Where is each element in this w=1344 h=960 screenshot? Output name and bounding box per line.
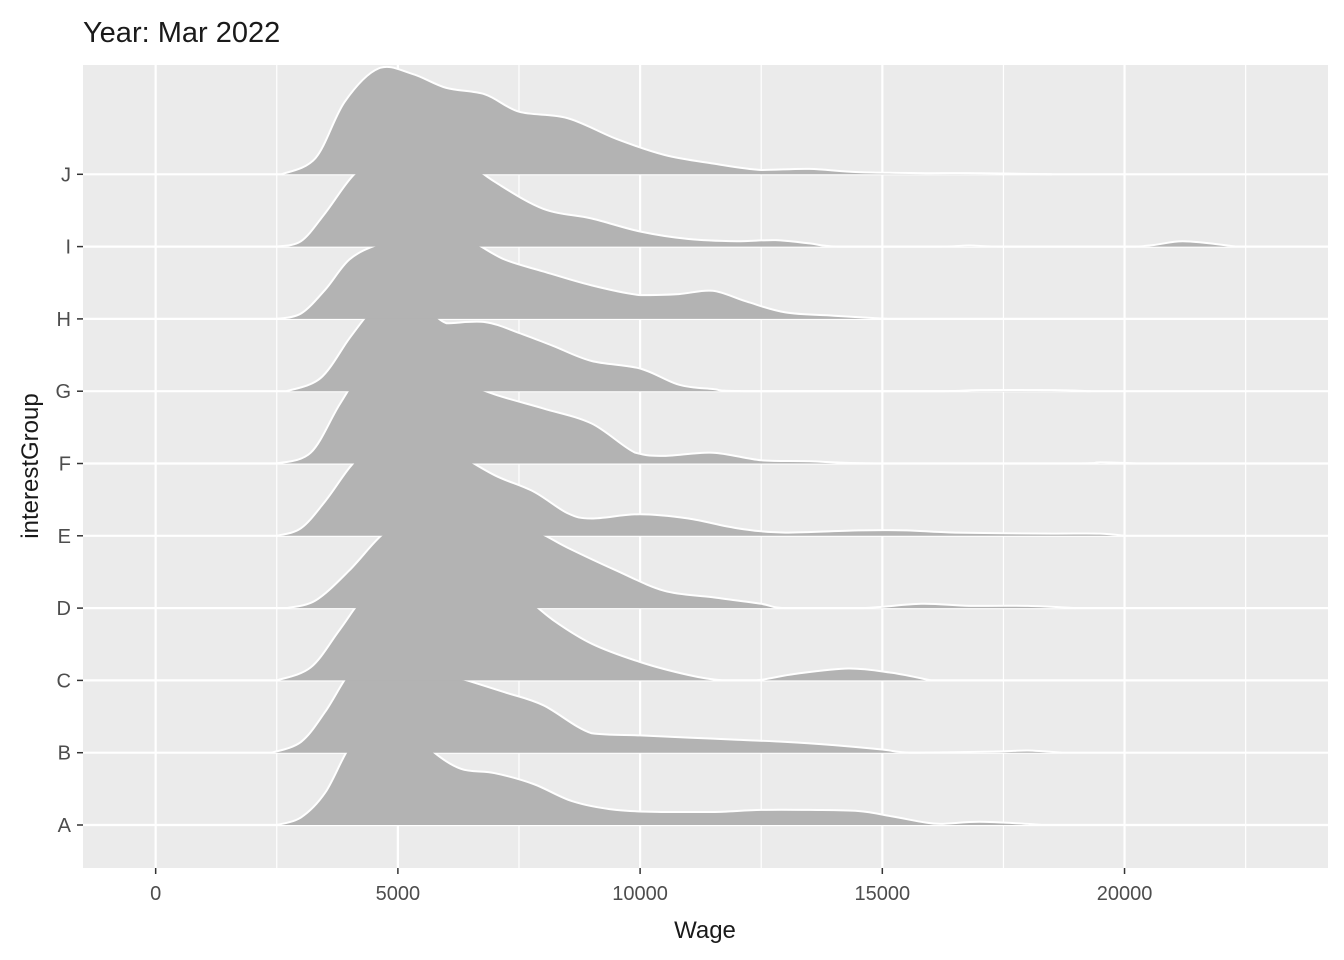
y-tick-label-B: B [58,743,71,765]
ridge-fill-I [276,144,1236,247]
chart-title: Year: Mar 2022 [83,17,280,49]
ridge-outline-H [276,233,888,320]
x-tick-label-1: 5000 [376,883,421,905]
ridge-fill-D [286,518,1077,609]
y-tick-label-I: I [65,237,71,259]
ridge-fill-G [286,293,1091,392]
ridge-fill-F [276,356,1140,464]
y-tick-label-G: G [55,381,71,403]
ridge-fill-A [276,716,1043,825]
plot-panel [83,65,1328,868]
y-tick-label-F: F [59,454,71,476]
x-tick-label-3: 15000 [855,883,911,905]
y-tick-label-J: J [61,164,71,186]
ridges [271,65,1237,826]
y-axis-title: interestGroup [17,393,44,538]
x-tick-label-0: 0 [150,883,161,905]
x-axis: 0 5000 10000 15000 20000 [150,868,1152,905]
x-tick-label-2: 10000 [612,883,668,905]
y-axis: A B C D E F G H I J [55,164,83,837]
x-axis-title: Wage [674,917,736,944]
y-tick-label-C: C [57,670,71,692]
ridge-outline-J [281,65,1052,176]
x-tick-label-4: 20000 [1097,883,1153,905]
y-tick-label-A: A [58,815,72,837]
ridge-fill-J [281,66,1052,175]
y-tick-label-E: E [58,526,71,548]
y-tick-label-H: H [57,309,71,331]
y-tick-label-D: D [57,598,71,620]
ridge-fill-E [276,429,1125,536]
ridge-fill-B [271,644,1062,753]
